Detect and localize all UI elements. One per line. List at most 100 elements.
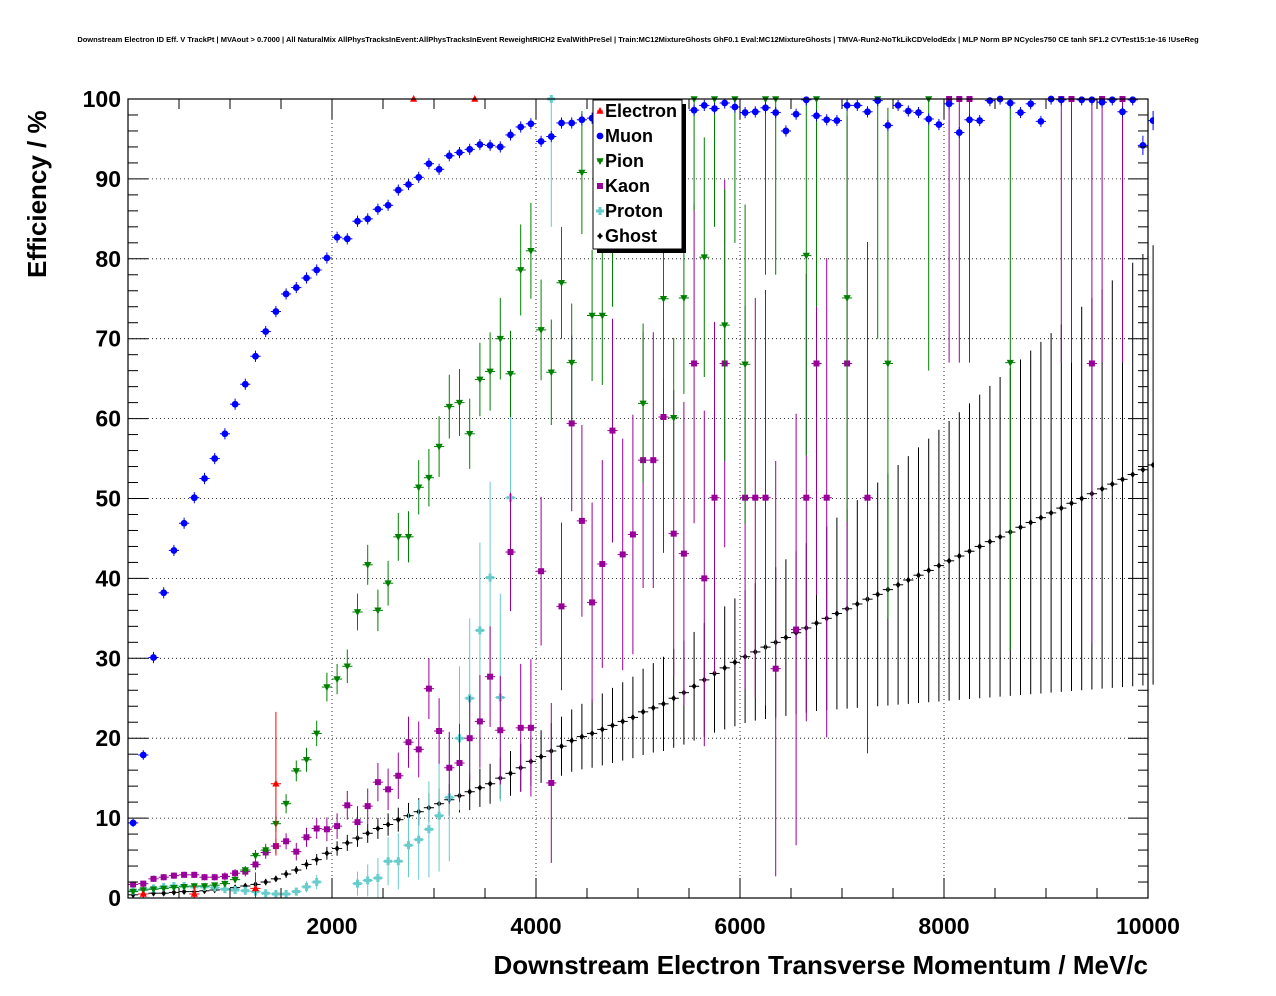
- data-point-muon: [403, 178, 414, 191]
- y-tick-label: 20: [95, 725, 121, 751]
- data-point-pion: [882, 107, 893, 620]
- legend-box: [592, 99, 683, 250]
- marker-muon: [1108, 96, 1116, 104]
- marker-proton: [302, 882, 311, 891]
- marker-kaon: [813, 360, 820, 367]
- marker-kaon: [364, 803, 371, 810]
- data-point-ghost: [1025, 350, 1036, 695]
- marker-proton: [231, 886, 240, 895]
- marker-muon: [945, 100, 953, 108]
- y-tick-label: 60: [95, 406, 121, 432]
- y-tick-label: 30: [95, 645, 121, 671]
- marker-muon: [323, 254, 331, 262]
- data-point-ghost: [852, 500, 863, 708]
- marker-ghost: [304, 861, 309, 868]
- marker-pion: [231, 876, 239, 884]
- legend-label: Muon: [605, 126, 653, 146]
- marker-ghost: [661, 700, 666, 708]
- data-point-muon: [219, 428, 230, 440]
- data-point-pion: [464, 398, 475, 469]
- data-point-pion: [158, 885, 169, 893]
- data-point-kaon: [699, 410, 710, 747]
- data-point-kaon: [230, 869, 241, 878]
- marker-pion: [547, 369, 555, 377]
- marker-kaon: [405, 739, 412, 746]
- marker-ghost: [579, 733, 585, 741]
- data-point-muon: [464, 143, 475, 155]
- data-point-ghost: [505, 750, 516, 796]
- marker-muon: [802, 96, 810, 104]
- marker-ghost: [926, 567, 932, 574]
- marker-muon: [1078, 96, 1086, 104]
- marker-muon: [221, 430, 229, 438]
- marker-pion: [721, 322, 729, 330]
- marker-muon: [517, 123, 525, 131]
- data-layer: [128, 95, 1154, 899]
- data-point-ghost: [913, 447, 924, 704]
- data-point-muon: [1025, 99, 1036, 110]
- marker-kaon: [803, 494, 810, 501]
- data-point-ghost: [383, 813, 394, 836]
- marker-kaon: [589, 599, 596, 606]
- data-point-ghost: [872, 482, 883, 707]
- marker-pion: [282, 800, 290, 808]
- marker-muon: [1149, 117, 1154, 124]
- marker-proton: [486, 573, 495, 582]
- marker-muon: [354, 217, 361, 225]
- data-point-pion: [434, 416, 445, 477]
- marker-ghost: [273, 875, 279, 883]
- data-point-muon: [760, 102, 771, 114]
- data-point-proton: [362, 864, 373, 897]
- data-point-ghost: [964, 403, 975, 700]
- data-point-muon: [556, 117, 567, 129]
- marker-muon: [160, 589, 168, 597]
- marker-kaon: [150, 875, 157, 882]
- legend-entry-pion: Pion: [596, 151, 644, 171]
- marker-pion: [435, 443, 443, 451]
- marker-muon: [384, 201, 392, 209]
- data-point-muon: [576, 114, 587, 126]
- data-point-ghost: [321, 846, 332, 860]
- marker-ghost: [171, 889, 177, 896]
- data-point-ghost: [893, 464, 904, 705]
- marker-proton: [363, 876, 372, 885]
- marker-proton: [424, 825, 433, 834]
- data-point-muon: [1148, 110, 1154, 131]
- data-point-muon: [230, 398, 241, 410]
- data-point-kaon: [536, 496, 547, 646]
- data-point-pion: [168, 884, 179, 892]
- data-point-kaon: [189, 871, 200, 879]
- marker-kaon: [1088, 360, 1095, 367]
- marker-kaon: [354, 819, 361, 826]
- data-point-ghost: [1107, 280, 1118, 688]
- marker-pion: [466, 430, 474, 438]
- marker-proton: [384, 857, 393, 866]
- data-point-pion: [454, 369, 465, 437]
- marker-ghost: [875, 590, 881, 598]
- legend-marker-kaon: [597, 183, 603, 189]
- data-point-muon: [1097, 98, 1108, 108]
- data-point-muon: [709, 102, 720, 115]
- data-point-ghost: [556, 716, 567, 776]
- data-point-ghost: [831, 517, 842, 710]
- marker-muon: [547, 133, 555, 140]
- data-point-pion: [352, 593, 363, 631]
- legend-label: Kaon: [605, 176, 650, 196]
- marker-muon: [496, 143, 504, 151]
- data-point-muon: [729, 101, 740, 113]
- data-point-proton: [423, 781, 434, 878]
- marker-ghost: [1150, 461, 1154, 469]
- marker-kaon: [609, 427, 616, 434]
- data-point-muon: [811, 110, 822, 122]
- marker-kaon: [293, 848, 300, 855]
- data-point-ghost: [689, 631, 700, 741]
- data-point-ghost: [944, 420, 955, 701]
- data-point-pion: [148, 886, 159, 894]
- data-point-kaon: [689, 203, 700, 524]
- marker-kaon: [385, 786, 392, 793]
- y-axis-title: Efficiency / %: [22, 110, 52, 278]
- marker-muon: [333, 233, 341, 241]
- marker-pion: [598, 312, 606, 320]
- data-point-proton: [413, 799, 424, 880]
- marker-kaon: [344, 802, 351, 809]
